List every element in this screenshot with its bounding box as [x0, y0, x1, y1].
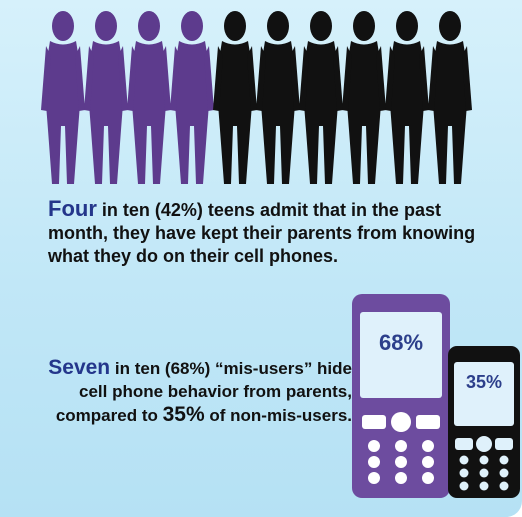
silhouette-highlighted [124, 8, 174, 186]
fact-2-text: in ten (68%) “mis-users” hide cell phone… [55, 359, 352, 425]
black-key [479, 481, 489, 491]
black-key [499, 455, 509, 465]
black-phone: 35% [448, 346, 520, 498]
fact-2: Seven in ten (68%) “mis-users” hide cell… [32, 356, 352, 427]
phone-1-label: 68% [379, 330, 423, 355]
black-key [459, 468, 469, 478]
purple-key [368, 440, 380, 452]
fact-2-value: 35% [162, 403, 205, 426]
fact-1-text: in ten (42%) teens admit that in the pas… [48, 200, 476, 266]
purple-key [422, 440, 434, 452]
silhouette-highlighted [81, 8, 131, 186]
purple-key [368, 456, 380, 468]
silhouette-regular [296, 8, 346, 186]
teen-silhouettes [38, 8, 472, 186]
fact-2-lead: Seven [48, 356, 111, 379]
black-phone-screen [454, 362, 514, 426]
silhouette-regular [382, 8, 432, 186]
black-phone-left-key [455, 438, 473, 450]
purple-key [395, 472, 407, 484]
silhouette-highlighted [38, 8, 88, 186]
purple-phone-left-key [362, 415, 386, 429]
silhouette-regular [210, 8, 260, 186]
black-key [459, 481, 469, 491]
purple-phone-right-key [416, 415, 440, 429]
purple-phone-screen [360, 312, 442, 398]
black-key [479, 468, 489, 478]
silhouette-regular [339, 8, 389, 186]
black-key [459, 455, 469, 465]
black-key [499, 481, 509, 491]
purple-key [422, 472, 434, 484]
purple-phone: 68% [352, 294, 450, 498]
purple-key [368, 472, 380, 484]
black-phone-right-key [495, 438, 513, 450]
phone-illustration: 68% 35% [352, 294, 522, 504]
black-key [499, 468, 509, 478]
black-phone-keypad [459, 455, 509, 491]
purple-key [422, 456, 434, 468]
silhouette-highlighted [167, 8, 217, 186]
fact-1-lead: Four [48, 196, 97, 221]
phone-2-label: 35% [466, 372, 502, 392]
fact-1: Four in ten (42%) teens admit that in th… [48, 197, 488, 268]
black-key [479, 455, 489, 465]
purple-phone-keypad [368, 440, 434, 484]
silhouette-regular [253, 8, 303, 186]
fact-2-tail: of non-mis-users. [209, 406, 352, 425]
purple-phone-center-button [391, 412, 411, 432]
black-phone-center-button [476, 436, 492, 452]
phones-svg: 68% 35% [352, 294, 520, 498]
purple-key [395, 440, 407, 452]
purple-key [395, 456, 407, 468]
silhouette-regular [425, 8, 475, 186]
